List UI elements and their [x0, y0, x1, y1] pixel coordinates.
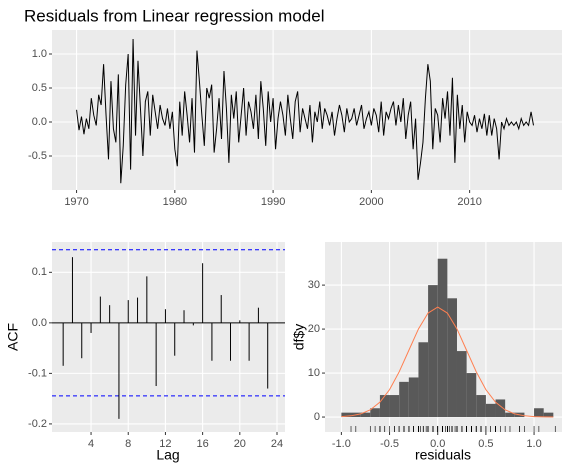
- histogram-bar: [389, 395, 400, 418]
- histogram-bar: [428, 285, 438, 418]
- x-tick-label: 12: [159, 438, 171, 450]
- y-tick-label: 10: [308, 367, 320, 379]
- residual-line: [76, 39, 534, 184]
- x-axis-title: Lag: [156, 447, 179, 463]
- x-tick-label: 4: [88, 438, 94, 450]
- chart-title: Residuals from Linear regression model: [24, 6, 324, 25]
- histogram-bar: [408, 377, 419, 418]
- histogram-bar: [495, 399, 506, 418]
- y-axis-title: ACF: [5, 323, 21, 351]
- y-tick-label: 30: [308, 279, 320, 291]
- histogram-bar: [399, 381, 409, 418]
- x-tick-label: 1980: [163, 196, 187, 208]
- histogram-bar: [505, 412, 515, 418]
- y-tick-label: -0.5: [28, 150, 47, 162]
- x-tick-label: 2010: [457, 196, 481, 208]
- y-tick-label: 0.5: [32, 82, 47, 94]
- x-tick-label: 2000: [359, 196, 383, 208]
- histogram-bar: [379, 395, 390, 418]
- x-tick-label: -0.5: [380, 438, 399, 450]
- histogram-bar: [360, 412, 371, 418]
- histogram-bar: [485, 403, 496, 418]
- x-tick-label: 1.0: [526, 438, 541, 450]
- y-tick-label: 0: [314, 411, 320, 423]
- y-tick-label: -0.1: [28, 367, 47, 379]
- x-tick-label: 24: [271, 438, 283, 450]
- histogram-bar: [437, 258, 448, 418]
- x-tick-label: 8: [125, 438, 131, 450]
- histogram-bar: [534, 408, 544, 418]
- histogram-bar: [447, 298, 457, 418]
- x-tick-label: 0.5: [478, 438, 493, 450]
- plot-background: [52, 30, 562, 190]
- y-axis-title: df$y: [291, 324, 307, 350]
- histogram-bar: [476, 395, 486, 418]
- x-tick-label: -1.0: [332, 438, 351, 450]
- histogram-bar: [456, 351, 467, 418]
- x-axis-title: residuals: [415, 447, 471, 463]
- x-tick-label: 0.0: [430, 438, 445, 450]
- x-tick-label: 1990: [261, 196, 285, 208]
- y-tick-label: 1.0: [32, 48, 47, 60]
- histogram-bar: [543, 412, 554, 418]
- plot-background: [52, 242, 285, 432]
- y-tick-label: -0.2: [28, 418, 47, 430]
- x-tick-label: 16: [196, 438, 208, 450]
- histogram-bar: [370, 408, 380, 418]
- y-tick-label: 0.1: [32, 266, 47, 278]
- x-tick-label: 20: [234, 438, 246, 450]
- y-tick-label: 0.0: [32, 116, 47, 128]
- y-tick-label: 20: [308, 323, 320, 335]
- x-tick-label: 1970: [64, 196, 88, 208]
- density-curve: [341, 306, 554, 418]
- y-tick-label: 0.0: [32, 317, 47, 329]
- histogram-bar: [466, 373, 477, 418]
- histogram-bar: [418, 342, 429, 418]
- histogram-bar: [341, 412, 352, 418]
